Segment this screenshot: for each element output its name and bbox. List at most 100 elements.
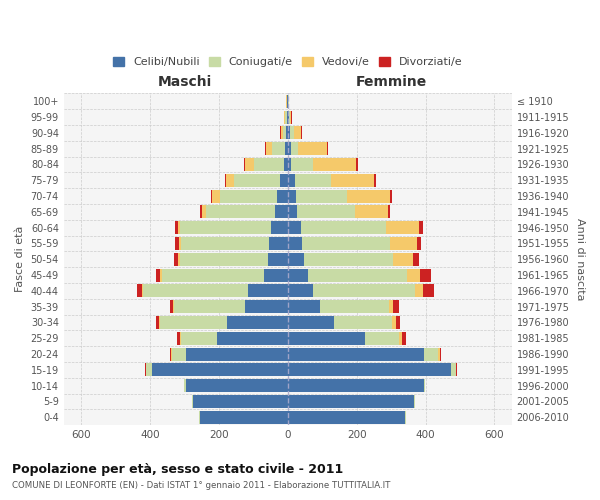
Bar (159, 316, 160, 329)
Bar (248, 284, 288, 298)
Bar (355, 206, 388, 218)
Bar (405, 411, 406, 424)
Bar (186, 379, 288, 392)
Bar (152, 364, 288, 376)
Bar (439, 348, 440, 360)
Bar (226, 174, 233, 186)
Bar (143, 284, 248, 298)
Bar (254, 158, 284, 171)
Bar (170, 348, 172, 360)
Bar (287, 95, 288, 108)
Bar (288, 126, 290, 140)
Bar (160, 316, 227, 329)
Bar (288, 142, 290, 155)
Y-axis label: Fasce di età: Fasce di età (15, 226, 25, 292)
Bar (180, 221, 271, 234)
Bar (287, 110, 288, 124)
Bar (356, 158, 358, 171)
Bar (202, 206, 206, 218)
Bar (265, 142, 266, 155)
Bar (288, 364, 451, 376)
Bar (275, 206, 288, 218)
Bar (137, 284, 142, 298)
Bar (304, 253, 393, 266)
Bar (288, 206, 298, 218)
Bar (288, 174, 295, 186)
Bar (295, 174, 331, 186)
Bar (424, 348, 439, 360)
Bar (288, 395, 413, 408)
Text: Femmine: Femmine (355, 74, 427, 88)
Bar (288, 190, 296, 202)
Bar (313, 158, 356, 171)
Bar (272, 142, 285, 155)
Text: Popolazione per età, sesso e stato civile - 2011: Popolazione per età, sesso e stato civil… (12, 462, 343, 475)
Bar (390, 237, 417, 250)
Bar (413, 253, 419, 266)
Bar (301, 221, 386, 234)
Bar (170, 300, 173, 313)
Bar (399, 332, 403, 344)
Bar (288, 284, 313, 298)
Bar (288, 110, 289, 124)
Bar (290, 110, 291, 124)
Bar (175, 237, 179, 250)
Bar (393, 300, 399, 313)
Bar (365, 332, 399, 344)
Bar (284, 158, 288, 171)
Bar (160, 268, 161, 281)
Bar (161, 268, 265, 281)
Bar (288, 411, 405, 424)
Bar (334, 316, 392, 329)
Bar (200, 411, 288, 424)
Bar (184, 379, 186, 392)
Bar (193, 395, 288, 408)
Bar (233, 174, 280, 186)
Bar (288, 221, 301, 234)
Bar (156, 316, 159, 329)
Bar (181, 237, 269, 250)
Bar (455, 364, 456, 376)
Bar (288, 237, 302, 250)
Bar (283, 126, 286, 140)
Bar (288, 316, 334, 329)
Bar (268, 253, 288, 266)
Bar (423, 284, 434, 298)
Bar (420, 268, 431, 281)
Bar (286, 110, 287, 124)
Bar (298, 206, 355, 218)
Bar (424, 379, 425, 392)
Bar (290, 142, 298, 155)
Bar (320, 300, 389, 313)
Bar (286, 126, 288, 140)
Bar (212, 190, 220, 202)
Bar (388, 206, 390, 218)
Bar (419, 221, 423, 234)
Bar (289, 110, 290, 124)
Bar (245, 300, 288, 313)
Bar (440, 348, 441, 360)
Bar (245, 158, 254, 171)
Legend: Celibi/Nubili, Coniugati/e, Vedovi/e, Divorziati/e: Celibi/Nubili, Coniugati/e, Vedovi/e, Di… (109, 52, 467, 72)
Bar (146, 364, 152, 376)
Bar (266, 142, 272, 155)
Bar (301, 126, 302, 140)
Bar (288, 379, 424, 392)
Bar (269, 237, 288, 250)
Bar (175, 221, 178, 234)
Bar (224, 174, 226, 186)
Bar (173, 300, 174, 313)
Bar (291, 158, 313, 171)
Bar (244, 158, 245, 171)
Bar (227, 316, 288, 329)
Y-axis label: Anni di nascita: Anni di nascita (575, 218, 585, 300)
Bar (288, 332, 365, 344)
Bar (174, 300, 245, 313)
Text: COMUNE DI LEONFORTE (EN) - Dati ISTAT 1° gennaio 2011 - Elaborazione TUTTITALIA.: COMUNE DI LEONFORTE (EN) - Dati ISTAT 1°… (12, 481, 391, 490)
Bar (290, 126, 293, 140)
Bar (285, 142, 288, 155)
Bar (284, 110, 286, 124)
Bar (288, 348, 424, 360)
Bar (288, 300, 320, 313)
Bar (142, 284, 143, 298)
